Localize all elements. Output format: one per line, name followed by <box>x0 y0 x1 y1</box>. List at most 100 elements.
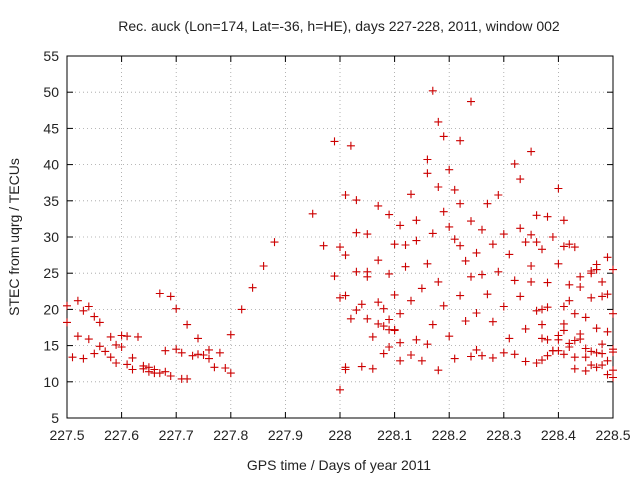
x-tick-label: 228.1 <box>377 427 412 443</box>
data-point <box>445 222 454 231</box>
y-tick-label: 5 <box>51 410 59 426</box>
data-point <box>84 335 93 344</box>
data-point <box>532 238 541 247</box>
data-point <box>598 277 607 286</box>
data-point <box>598 361 607 370</box>
data-point <box>592 260 601 269</box>
data-point <box>319 241 328 250</box>
data-point <box>226 369 235 378</box>
data-point <box>488 353 497 362</box>
data-point <box>467 217 475 226</box>
data-point <box>439 207 448 216</box>
data-point <box>417 356 426 365</box>
data-point <box>95 342 104 351</box>
data-point <box>205 354 213 363</box>
data-point <box>134 332 142 341</box>
data-point <box>527 230 536 239</box>
data-point <box>456 241 465 250</box>
data-point <box>188 351 197 360</box>
data-point <box>330 272 339 281</box>
data-point <box>592 324 601 333</box>
y-tick-label: 30 <box>43 229 59 245</box>
data-point <box>461 317 470 325</box>
data-point <box>499 230 508 239</box>
data-point <box>390 290 399 299</box>
data-point <box>538 356 546 365</box>
data-point <box>161 367 170 376</box>
data-point <box>603 370 612 379</box>
data-point <box>417 284 426 293</box>
data-point <box>559 216 568 225</box>
data-point <box>215 348 224 357</box>
data-point <box>73 296 82 305</box>
data-point <box>79 306 88 315</box>
data-point <box>527 147 536 156</box>
data-point <box>352 196 361 205</box>
data-point <box>73 332 82 341</box>
data-point <box>456 199 465 208</box>
x-tick-labels: 227.5 227.6 227.7 227.8 227.9 228 228.1 228.2 22… <box>49 427 630 443</box>
data-point <box>538 305 546 314</box>
data-point <box>554 335 563 344</box>
data-point <box>543 212 552 221</box>
data-point <box>412 216 421 225</box>
data-point <box>538 320 546 329</box>
data-point <box>478 351 486 360</box>
data-point <box>374 319 383 328</box>
data-point <box>581 313 590 322</box>
data-point <box>598 340 607 349</box>
y-tick-label: 25 <box>43 265 59 281</box>
data-point <box>396 221 405 230</box>
data-point <box>538 334 546 343</box>
data-point <box>363 314 372 323</box>
data-point <box>609 309 617 318</box>
data-point <box>308 209 317 218</box>
data-point <box>499 302 508 311</box>
data-point <box>221 364 230 372</box>
y-tick-label: 55 <box>43 48 59 64</box>
data-point <box>548 346 557 355</box>
data-point <box>587 347 596 356</box>
data-point <box>570 309 579 318</box>
data-point <box>270 238 279 247</box>
data-point <box>401 262 410 271</box>
data-point <box>521 324 530 333</box>
data-point <box>516 224 525 233</box>
data-point <box>352 228 361 237</box>
y-tick-label: 40 <box>43 157 59 173</box>
data-point <box>259 262 268 270</box>
y-tick-label: 50 <box>43 84 59 100</box>
data-point <box>603 356 612 365</box>
data-point <box>494 267 503 276</box>
data-point <box>341 291 350 300</box>
data-point <box>554 184 563 193</box>
data-point <box>346 314 355 323</box>
data-point <box>434 117 443 126</box>
data-point <box>581 366 590 375</box>
data-point <box>341 191 350 199</box>
data-point <box>144 363 153 372</box>
data-point <box>532 306 541 315</box>
data-point <box>439 301 448 310</box>
data-point <box>117 343 126 351</box>
data-point <box>210 363 219 372</box>
data-point <box>543 303 552 312</box>
data-point <box>385 315 394 324</box>
data-point <box>112 340 121 349</box>
data-point <box>341 363 350 372</box>
data-point <box>445 332 454 341</box>
data-point <box>346 141 355 150</box>
x-tick-label: 228.4 <box>541 427 576 443</box>
data-point <box>576 283 585 291</box>
data-point <box>609 348 617 357</box>
data-point <box>527 277 536 286</box>
data-point <box>412 335 421 344</box>
x-tick-label: 227.8 <box>213 427 248 443</box>
data-point <box>559 326 568 335</box>
data-point <box>412 236 421 245</box>
y-tick-label: 20 <box>43 301 59 317</box>
x-tick-label: 228.3 <box>486 427 521 443</box>
data-point <box>538 245 546 254</box>
data-point <box>363 230 372 239</box>
